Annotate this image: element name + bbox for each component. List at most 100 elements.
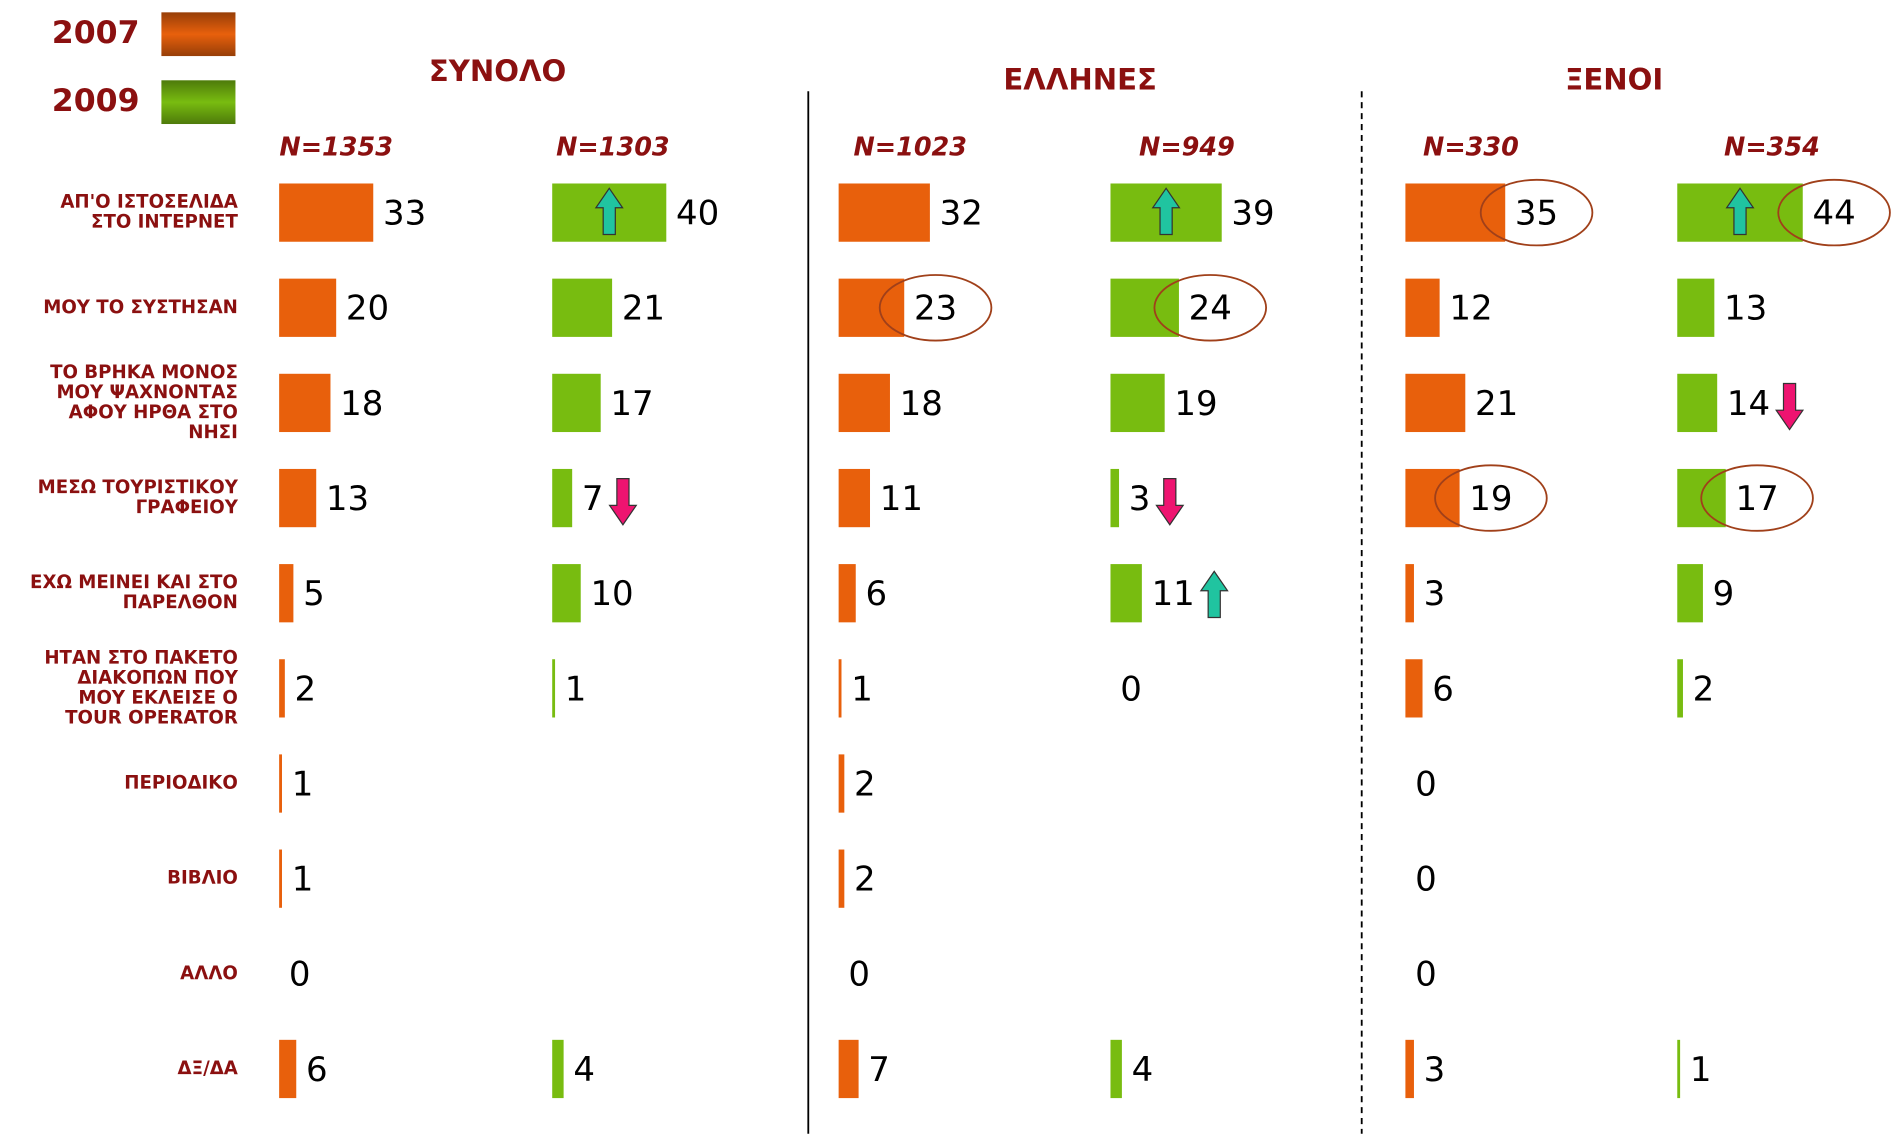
value-label: 2: [295, 669, 317, 709]
category-label: ΜΟΥ ΕΚΛΕΙΣΕ Ο: [78, 687, 238, 708]
group-title: ΞΕΝΟΙ: [1565, 63, 1663, 97]
value-label: 14: [1727, 384, 1770, 424]
value-label: 1: [292, 764, 314, 804]
bar: [279, 659, 285, 718]
bar: [552, 468, 573, 528]
change-arrow: [1725, 187, 1755, 236]
bar: [838, 659, 842, 718]
value-label: 2: [854, 860, 876, 900]
bar: [552, 1039, 564, 1099]
value-label: 24: [1189, 289, 1232, 329]
bar: [279, 468, 317, 528]
category-label: ΑΦΟΥ ΗΡΘΑ ΣΤΟ: [69, 402, 238, 423]
bar: [552, 373, 601, 433]
value-label: 9: [1713, 574, 1735, 614]
value-label: 44: [1812, 194, 1855, 234]
bar: [1677, 373, 1718, 433]
bar: [838, 373, 890, 433]
bar: [1405, 564, 1414, 623]
highlight-circle: [878, 274, 993, 342]
bar: [279, 278, 337, 337]
change-arrow: [1199, 570, 1229, 619]
n-label: N=1303: [556, 132, 670, 162]
highlight-circle: [1700, 464, 1814, 532]
category-label: ΑΠ'Ο ΙΣΤΟΣΕΛΙΔΑ: [60, 192, 238, 213]
bar: [838, 183, 930, 242]
change-arrow: [1151, 187, 1181, 236]
bar: [838, 278, 905, 337]
legend-label: 2007: [52, 15, 140, 51]
category-label: ΔΙΑΚΟΠΩΝ ΠΟΥ: [77, 667, 238, 688]
value-label: 23: [914, 289, 957, 329]
value-label: 11: [880, 479, 923, 519]
value-label: 0: [1415, 860, 1437, 900]
bar: [1405, 373, 1466, 433]
value-label: 0: [1120, 669, 1142, 709]
n-label: N=1353: [279, 132, 393, 162]
category-label: ΝΗΣΙ: [188, 422, 238, 443]
bar: [1110, 1039, 1122, 1099]
bar: [1677, 659, 1683, 718]
category-label: ΕΧΩ ΜΕΙΝΕΙ ΚΑΙ ΣΤΟ: [30, 572, 238, 593]
value-label: 2: [1693, 669, 1715, 709]
n-label: N=1023: [853, 132, 967, 162]
value-label: 20: [346, 289, 389, 329]
value-label: 0: [289, 955, 311, 995]
value-label: 19: [1469, 479, 1512, 519]
bar: [838, 468, 871, 528]
value-label: 11: [1152, 574, 1195, 614]
bar: [838, 754, 845, 813]
highlight-circle: [1777, 178, 1891, 247]
bar: [279, 373, 331, 433]
value-label: 33: [383, 194, 426, 234]
value-label: 10: [590, 574, 633, 614]
value-label: 18: [340, 384, 383, 424]
value-label: 6: [306, 1050, 328, 1090]
category-label: TOUR OPERATOR: [65, 707, 238, 728]
change-arrow: [1155, 478, 1185, 526]
value-label: 35: [1515, 194, 1558, 234]
value-label: 6: [865, 574, 887, 614]
value-label: 17: [1735, 479, 1778, 519]
change-arrow: [594, 187, 624, 236]
bar: [552, 564, 581, 623]
category-label: ΑΛΛΟ: [180, 963, 238, 984]
category-label: ΤΟ ΒΡΗΚΑ ΜΟΝΟΣ: [50, 362, 238, 383]
value-label: 1: [565, 669, 587, 709]
value-label: 3: [1129, 479, 1151, 519]
group-title: ΣΥΝΟΛΟ: [429, 54, 566, 88]
value-label: 4: [573, 1050, 595, 1090]
value-label: 1: [1690, 1050, 1712, 1090]
n-label: N=949: [1139, 132, 1235, 162]
bar: [1405, 468, 1460, 528]
category-label: ΓΡΑΦΕΙΟΥ: [136, 497, 239, 518]
value-label: 0: [1415, 955, 1437, 995]
category-label: ΜΟΥ ΨΑΧΝΟΝΤΑΣ: [56, 382, 237, 403]
n-label: N=354: [1724, 132, 1820, 162]
value-label: 21: [1475, 384, 1518, 424]
value-label: 18: [900, 384, 943, 424]
value-label: 17: [610, 384, 653, 424]
category-label: ΗΤΑΝ ΣΤΟ ΠΑΚΕΤΟ: [44, 647, 238, 668]
bar: [1677, 1039, 1681, 1099]
bar: [552, 278, 613, 337]
category-label: ΜΕΣΩ ΤΟΥΡΙΣΤΙΚΟΥ: [38, 477, 239, 498]
value-label: 1: [851, 669, 873, 709]
value-label: 40: [676, 194, 719, 234]
value-label: 4: [1132, 1050, 1154, 1090]
value-label: 5: [303, 574, 325, 614]
bar: [1110, 373, 1165, 433]
category-label: ΔΞ/ΔΑ: [178, 1058, 238, 1079]
value-label: 21: [622, 289, 665, 329]
highlight-circle: [1434, 464, 1548, 532]
bar: [279, 183, 374, 242]
bar: [1677, 278, 1715, 337]
value-label: 13: [1724, 289, 1767, 329]
category-label: ΠΑΡΕΛΘΟΝ: [123, 592, 238, 613]
bar: [1110, 564, 1142, 623]
bar: [838, 849, 845, 908]
change-arrow: [608, 478, 638, 526]
legend-shade: [161, 12, 236, 57]
